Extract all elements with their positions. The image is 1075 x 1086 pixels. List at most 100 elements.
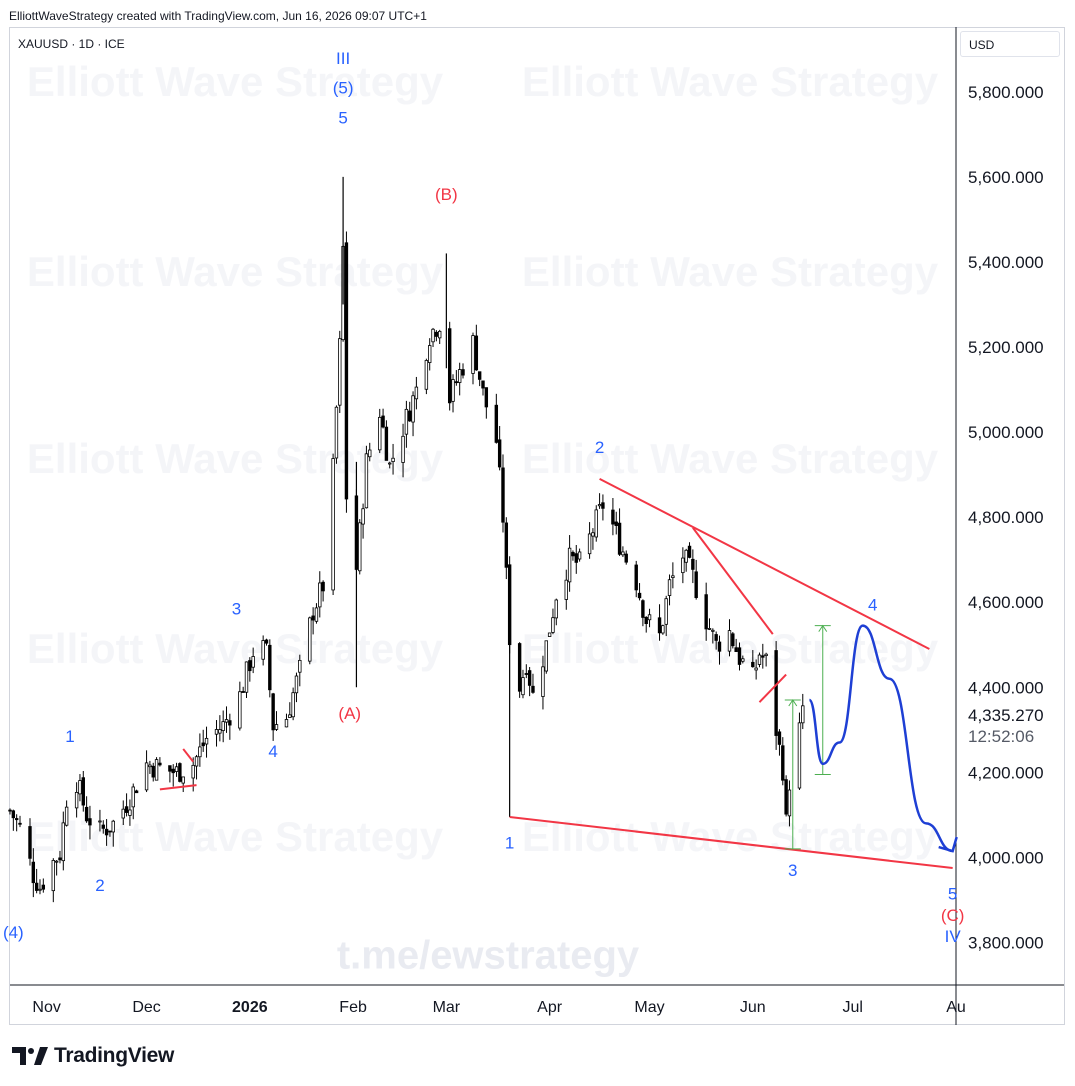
candle-body	[507, 564, 512, 646]
candle-body	[298, 659, 302, 673]
candle-body	[338, 338, 342, 406]
wave-label: 4	[868, 595, 877, 614]
candle-body	[524, 673, 529, 675]
candle-body	[344, 242, 349, 500]
candle-body	[601, 502, 605, 509]
candle-body	[111, 820, 115, 833]
currency-button[interactable]: USD	[960, 31, 1060, 57]
wave-label: 5	[338, 108, 347, 127]
candle-body	[34, 882, 39, 891]
candle-body	[461, 369, 465, 376]
candle-body	[204, 737, 209, 745]
time-tick-label: Nov	[32, 999, 60, 1016]
candle-body	[741, 658, 745, 662]
candle-body	[318, 582, 322, 608]
candle-body	[8, 809, 12, 812]
trendline	[182, 748, 194, 763]
candle-body	[58, 857, 62, 861]
bar-countdown-label: 12:52:06	[968, 727, 1034, 746]
candle-body	[571, 551, 575, 557]
candle-body	[368, 449, 372, 458]
candle-body	[637, 592, 642, 599]
candle-body	[181, 776, 185, 784]
wave-label: (C)	[941, 906, 965, 925]
candle-body	[88, 818, 92, 826]
candle-body	[78, 780, 82, 795]
wave-label: (5)	[333, 79, 354, 98]
candle-body	[241, 691, 245, 693]
candle-body	[31, 861, 36, 884]
trendline	[599, 477, 930, 650]
candle-body	[714, 634, 718, 641]
watermark-text: Elliott Wave Strategy	[522, 58, 939, 105]
candle-body	[171, 768, 175, 774]
price-tick-label: 3,800.000	[968, 933, 1044, 952]
candle-body	[61, 822, 65, 862]
candle-body	[174, 766, 179, 772]
candle-body	[437, 330, 442, 339]
price-tick-label: 5,200.000	[968, 338, 1044, 357]
wave-label: 3	[788, 861, 797, 880]
price-tick-label: 5,400.000	[968, 253, 1044, 272]
candle-body	[761, 655, 765, 658]
candle-body	[198, 746, 202, 758]
symbol-label[interactable]: XAUUSD · 1D · ICE	[18, 37, 125, 51]
candle-body	[577, 551, 582, 560]
candle-body	[671, 575, 675, 579]
candle-body	[587, 533, 592, 555]
watermark-text: Elliott Wave Strategy	[522, 813, 939, 860]
watermark-text: Elliott Wave Strategy	[27, 435, 444, 482]
candle-body	[191, 764, 195, 779]
time-tick-label: May	[634, 999, 664, 1016]
candle-body	[664, 598, 668, 625]
candle-body	[294, 675, 299, 694]
candle-body	[334, 406, 339, 459]
candle-body	[454, 381, 459, 384]
candle-body	[361, 508, 365, 525]
candle-body	[228, 720, 232, 726]
candle-body	[471, 335, 475, 374]
candle-body	[797, 722, 802, 789]
candle-body	[151, 765, 155, 778]
candle-body	[457, 369, 462, 383]
candle-body	[684, 549, 688, 563]
price-tick-label: 5,000.000	[968, 423, 1044, 442]
candle-body	[311, 615, 315, 621]
candle-body	[764, 653, 768, 657]
wave-label: 2	[95, 876, 104, 895]
candle-body	[201, 742, 205, 747]
price-tick-label: 4,200.000	[968, 763, 1044, 782]
candle-body	[104, 828, 109, 836]
candle-body	[474, 335, 479, 371]
time-tick-label: Apr	[537, 999, 563, 1016]
candle-body	[218, 729, 222, 734]
candle-body	[378, 416, 382, 451]
wave-label: III	[336, 49, 350, 68]
candle-body	[384, 426, 389, 461]
candle-body	[614, 521, 618, 526]
candle-body	[74, 791, 79, 809]
watermark-text: Elliott Wave Strategy	[27, 625, 444, 672]
candle-body	[401, 435, 405, 463]
candle-body	[681, 557, 685, 574]
price-tick-label: 4,800.000	[968, 508, 1044, 527]
candle-body	[734, 647, 738, 652]
candle-body	[531, 685, 535, 693]
candle-body	[574, 553, 578, 563]
candle-body	[591, 532, 595, 537]
watermark-text: Elliott Wave Strategy	[522, 248, 939, 295]
candle-body	[284, 719, 289, 728]
candle-body	[647, 614, 652, 621]
tradingview-logo[interactable]: TradingView	[12, 1044, 174, 1068]
candle-body	[754, 667, 758, 671]
candle-body	[364, 453, 369, 509]
candle-body	[527, 670, 532, 686]
candle-body	[414, 386, 419, 400]
candle-body	[644, 616, 648, 625]
candle-body	[144, 762, 149, 791]
candle-body	[494, 404, 499, 443]
candle-body	[11, 810, 16, 819]
trendline	[758, 673, 787, 703]
candle-body	[634, 564, 638, 591]
